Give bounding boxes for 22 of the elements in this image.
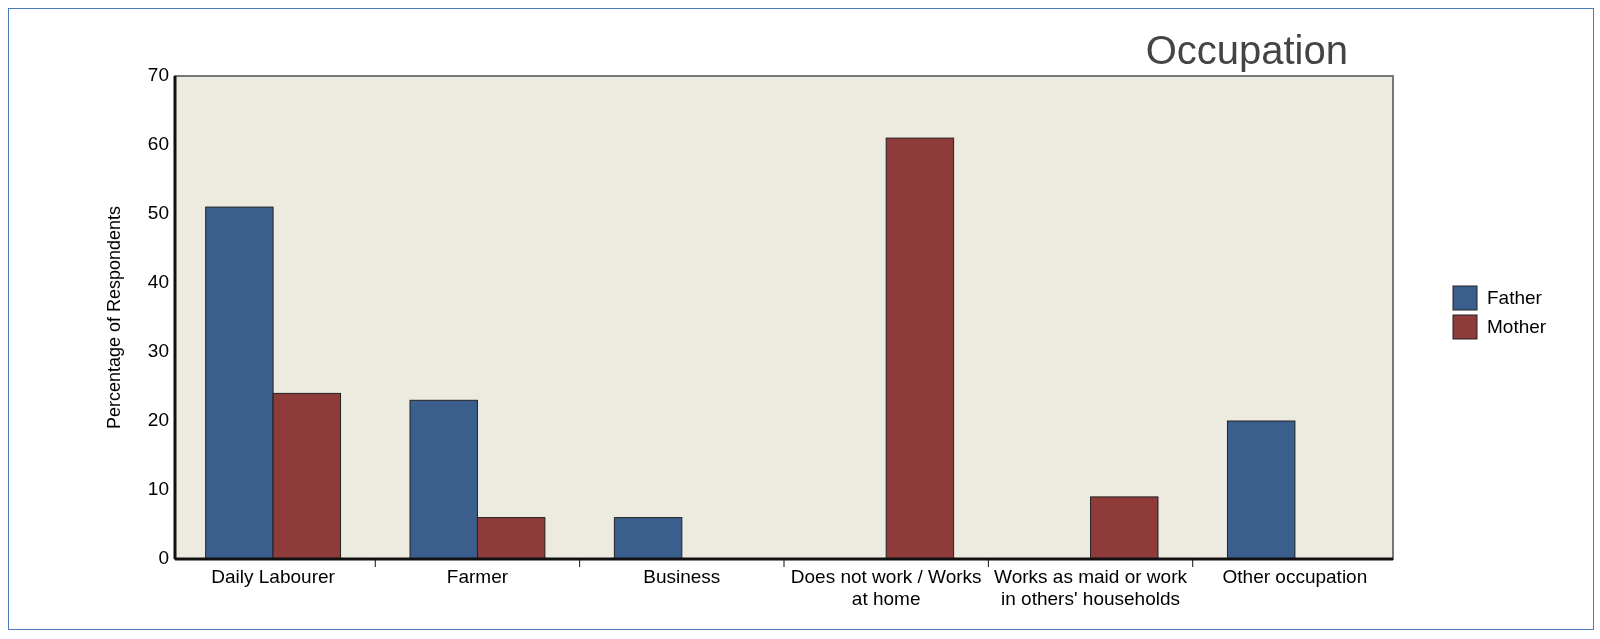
y-axis-title: Percentage of Respondents (104, 205, 124, 430)
y-tick-label: 40 (147, 271, 169, 293)
legend-label: Mother (1487, 316, 1547, 338)
y-tick-label: 50 (147, 202, 169, 224)
y-tick-label: 0 (158, 547, 169, 569)
y-tick-label: 20 (147, 409, 169, 431)
y-tick-label: 30 (147, 340, 169, 362)
x-tick-label: Farmer (446, 566, 509, 587)
chart-title: Occupation (1145, 28, 1348, 72)
x-tick-label: Does not work / Works at home (790, 566, 982, 609)
y-tick-label: 60 (147, 133, 169, 155)
bar (885, 137, 955, 560)
legend-label: Father (1487, 287, 1543, 309)
x-tick-label: Business (643, 566, 721, 587)
bar (1226, 420, 1296, 560)
x-tick-label: Daily Labourer (211, 566, 336, 587)
bar (1090, 496, 1159, 560)
x-tick-label: Other occupation (1222, 566, 1368, 587)
bar (613, 517, 683, 560)
y-tick-label: 10 (147, 478, 169, 500)
y-tick-label: 70 (147, 64, 169, 86)
x-tick-label: Works as maid or work in others' households (994, 566, 1188, 609)
